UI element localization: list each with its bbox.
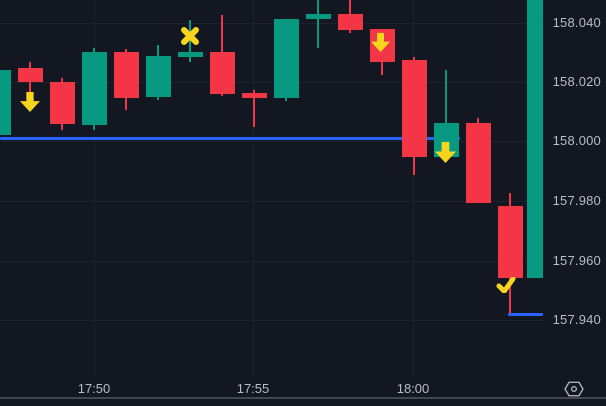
- candle-body-17:51: [113, 52, 139, 98]
- axis-settings-icon[interactable]: [563, 380, 585, 398]
- horizontal-gridline: [0, 82, 545, 83]
- horizontal-gridline: [0, 141, 545, 142]
- cross-marker-icon: [180, 26, 200, 46]
- horizontal-gridline: [0, 320, 545, 321]
- candle-wick: [189, 20, 191, 62]
- arrow-down-marker-icon: [18, 92, 42, 112]
- price-axis-label: 157.960: [552, 253, 601, 268]
- candle-body-18:03: [497, 206, 523, 278]
- candle-wick: [253, 90, 255, 127]
- price-axis-label: 157.980: [552, 193, 601, 208]
- candle-body-18:00: [401, 60, 427, 157]
- candle-body-17:55: [241, 93, 267, 98]
- candle-body-17:57: [305, 14, 331, 19]
- check-marker-icon: [496, 276, 516, 294]
- candle-wick: [445, 70, 447, 157]
- price-axis-label: 158.040: [552, 15, 601, 30]
- candle-body-17:54: [209, 52, 235, 94]
- candle-body-17:48: [17, 68, 43, 82]
- candle-body-17:56: [273, 19, 299, 98]
- vertical-gridline: [94, 0, 95, 376]
- candle-body-18:02: [465, 123, 491, 203]
- price-axis-label: 158.020: [552, 74, 601, 89]
- candle-wick: [317, 0, 319, 48]
- time-axis-label: 17:55: [236, 381, 270, 396]
- price-axis[interactable]: 158.040 158.020 158.000 157.980 157.960 157.9…: [545, 0, 606, 406]
- price-axis-label: 158.000: [552, 133, 601, 148]
- target-level-line: [508, 313, 543, 316]
- horizontal-gridline: [0, 261, 545, 262]
- arrow-down-marker-icon: [434, 141, 457, 164]
- horizontal-gridline: [0, 23, 545, 24]
- candle-body-17:52: [145, 56, 171, 97]
- vertical-gridline: [253, 0, 254, 376]
- price-axis-label: 157.940: [552, 312, 601, 327]
- candle-body-17:49: [49, 82, 75, 124]
- vertical-gridline: [413, 0, 414, 376]
- arrow-down-marker-icon: [370, 31, 391, 54]
- support-level-line: [0, 137, 460, 140]
- horizontal-gridline: [0, 201, 545, 202]
- chart-bottom-border: [0, 397, 606, 399]
- candle-body-18:04: [527, 0, 543, 278]
- candle-body-17:47: [0, 70, 11, 135]
- time-axis-label: 18:00: [396, 381, 430, 396]
- candle-body-17:53: [177, 52, 203, 57]
- time-axis-label: 17:50: [77, 381, 111, 396]
- chart-plot-area[interactable]: [0, 0, 545, 406]
- candle-body-17:50: [81, 52, 107, 125]
- candle-body-17:58: [337, 14, 363, 30]
